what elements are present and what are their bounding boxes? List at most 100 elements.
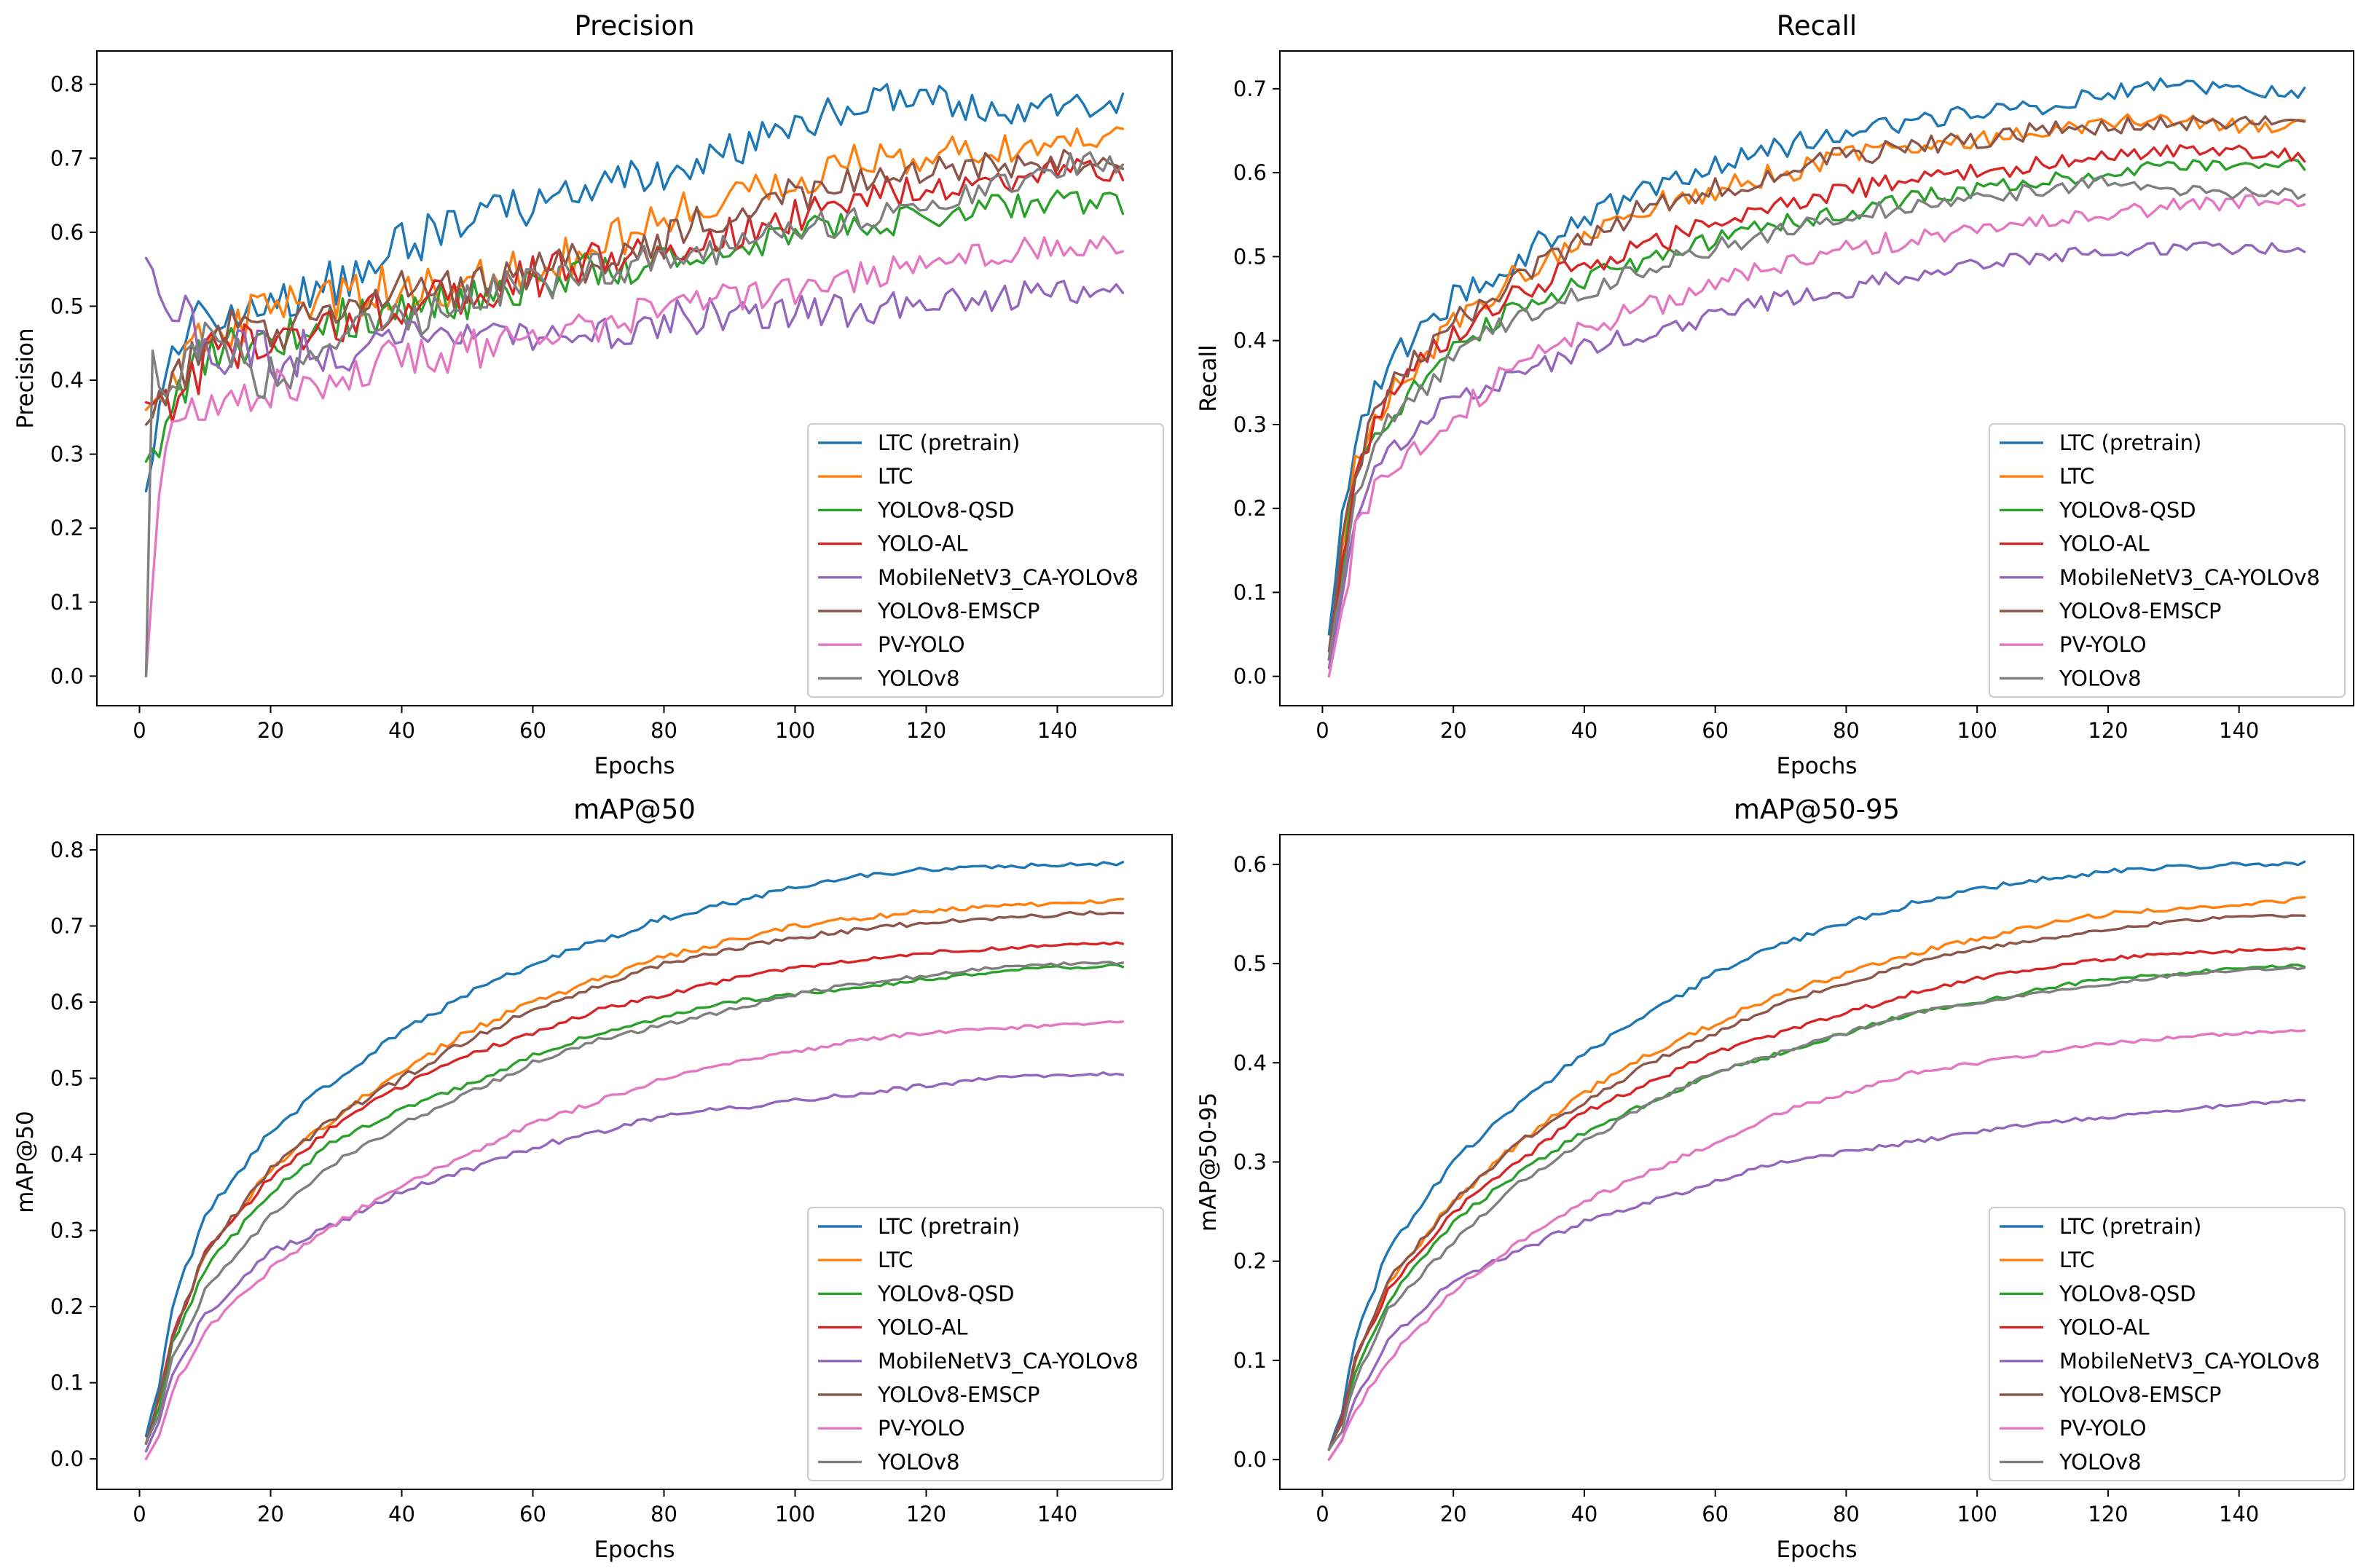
chart-recall: Recall 0 20 40 60 80 100 120 140 0.0 0.1 0.2 0.3 0.4 0… <box>1195 10 2354 779</box>
x-tick-label: 20 <box>257 718 284 743</box>
series-line-yolov8-emscp <box>1327 115 2306 653</box>
legend-label: MobileNetV3_CA-YOLOv8 <box>878 565 1139 590</box>
y-tick-label: 0.0 <box>1233 664 1267 689</box>
series-line-ltc-pretrain- <box>1327 860 2306 1451</box>
x-tick-label: 140 <box>2219 1502 2259 1526</box>
chart-title: Precision <box>574 10 694 42</box>
series-line-yolov8-emscp <box>144 910 1125 1446</box>
series-line-pv-yolo <box>1327 1028 2306 1461</box>
x-tick-label: 140 <box>1037 718 1077 743</box>
chart-map50: mAP@50 0 20 40 60 80 100 120 140 0.0 0.1 0.2 0.3 0.4 0… <box>12 794 1173 1563</box>
legend-label: PV-YOLO <box>2059 632 2147 657</box>
series-lines <box>1327 860 2306 1461</box>
series-line-ltc <box>144 897 1125 1446</box>
y-tick-label: 0.1 <box>50 1371 84 1395</box>
legend-label: YOLO-AL <box>2059 532 2150 556</box>
y-tick-label: 0.6 <box>1233 852 1267 877</box>
x-tick-label: 0 <box>1316 1502 1329 1526</box>
chart-title: Recall <box>1777 10 1857 42</box>
y-tick-label: 0.1 <box>1233 1348 1267 1373</box>
x-tick-label: 20 <box>1440 1502 1467 1526</box>
y-tick-label: 0.1 <box>50 590 84 615</box>
x-tick-label: 120 <box>2088 718 2128 743</box>
x-tick-label: 80 <box>1833 1502 1860 1526</box>
x-tick-label: 20 <box>1440 718 1467 743</box>
legend-label: YOLOv8-EMSCP <box>877 1382 1039 1407</box>
x-tick-label: 80 <box>651 718 677 743</box>
series-line-yolov8-emscp <box>144 149 1125 426</box>
y-tick-label: 0.6 <box>50 990 84 1015</box>
y-tick-label: 0.5 <box>50 1066 84 1091</box>
legend-label: LTC <box>878 1248 913 1272</box>
series-line-pv-yolo <box>144 235 1125 678</box>
legend-label: LTC (pretrain) <box>878 430 1020 455</box>
x-tick-label: 60 <box>1702 718 1729 743</box>
y-tick-label: 0.6 <box>1233 160 1267 185</box>
legend-label: LTC (pretrain) <box>878 1214 1020 1239</box>
legend-label: LTC <box>878 464 913 489</box>
y-tick-label: 0.0 <box>1233 1447 1267 1472</box>
legend-label: YOLOv8-QSD <box>877 1281 1015 1306</box>
axes-frame <box>96 834 1173 1490</box>
y-tick-label: 0.2 <box>50 516 84 540</box>
legend: LTC (pretrain) LTC YOLOv8-QSD YOLO-AL Mobile… <box>807 423 1164 698</box>
series-line-yolov8-qsd <box>1327 963 2306 1451</box>
y-tick-label: 0.7 <box>1233 76 1267 101</box>
chart-title: mAP@50-95 <box>1734 794 1900 825</box>
x-tick-label: 140 <box>1037 1502 1077 1526</box>
y-tick-label: 0.2 <box>1233 496 1267 521</box>
x-tick-label: 120 <box>906 1502 946 1526</box>
series-line-ltc-pretrain- <box>1327 77 2306 636</box>
series-line-yolo-al <box>1327 946 2306 1451</box>
y-tick-label: 0.3 <box>1233 1150 1267 1175</box>
y-tick-label: 0.4 <box>50 1142 84 1167</box>
y-tick-label: 0.7 <box>50 146 84 170</box>
x-tick-label: 100 <box>1957 718 1997 743</box>
legend-label: MobileNetV3_CA-YOLOv8 <box>878 1349 1139 1374</box>
y-tick-label: 0.3 <box>50 1218 84 1243</box>
x-tick-label: 40 <box>388 1502 415 1526</box>
series-lines <box>144 83 1125 678</box>
x-tick-label: 100 <box>775 718 815 743</box>
legend-label: YOLOv8-QSD <box>2059 1281 2196 1306</box>
legend-label: YOLOv8-EMSCP <box>2059 599 2221 623</box>
y-tick-label: 0.8 <box>50 72 84 97</box>
legend-box <box>1989 423 2346 698</box>
axes-frame <box>1279 50 2354 706</box>
x-tick-label: 100 <box>775 1502 815 1526</box>
legend-label: PV-YOLO <box>2059 1416 2147 1441</box>
y-tick-label: 0.1 <box>1233 580 1267 604</box>
series-line-yolov8-qsd <box>144 963 1125 1446</box>
x-tick-label: 60 <box>1702 1502 1729 1526</box>
x-tick-label: 60 <box>519 718 546 743</box>
legend-label: YOLO-AL <box>877 532 968 556</box>
series-line-ltc <box>1327 113 2306 661</box>
x-tick-label: 80 <box>1833 718 1860 743</box>
series-line-yolov8-emscp <box>1327 913 2306 1451</box>
legend-label: LTC (pretrain) <box>2059 430 2201 455</box>
series-line-yolo-al <box>144 941 1125 1446</box>
y-tick-label: 0.2 <box>50 1294 84 1319</box>
series-line-yolov8 <box>144 151 1125 678</box>
legend-label: YOLOv8-QSD <box>877 497 1015 522</box>
legend-label: LTC <box>2059 464 2094 489</box>
series-line-yolov8-qsd <box>1327 158 2306 661</box>
axes-frame <box>96 50 1173 706</box>
chart-precision: Precision 0 20 40 60 80 100 120 140 0.0 0.1 0.2 0.3 0… <box>12 10 1173 779</box>
y-tick-label: 0.4 <box>50 368 84 393</box>
legend-label: MobileNetV3_CA-YOLOv8 <box>2059 1349 2320 1374</box>
legend-label: MobileNetV3_CA-YOLOv8 <box>2059 565 2320 590</box>
legend-label: YOLOv8-EMSCP <box>877 599 1039 623</box>
y-tick-label: 0.7 <box>50 913 84 938</box>
series-line-ltc-pretrain- <box>144 860 1125 1438</box>
y-axis-label: mAP@50-95 <box>1195 1092 1222 1232</box>
y-axis-label: Precision <box>12 328 39 428</box>
legend-label: YOLOv8 <box>2059 1449 2142 1474</box>
x-axis-label: Epochs <box>1776 753 1857 779</box>
x-tick-label: 140 <box>2219 718 2259 743</box>
series-line-pv-yolo <box>1327 194 2306 678</box>
x-tick-label: 20 <box>257 1502 284 1526</box>
legend-label: YOLOv8-QSD <box>2059 497 2196 522</box>
x-axis-label: Epochs <box>1776 1537 1857 1563</box>
